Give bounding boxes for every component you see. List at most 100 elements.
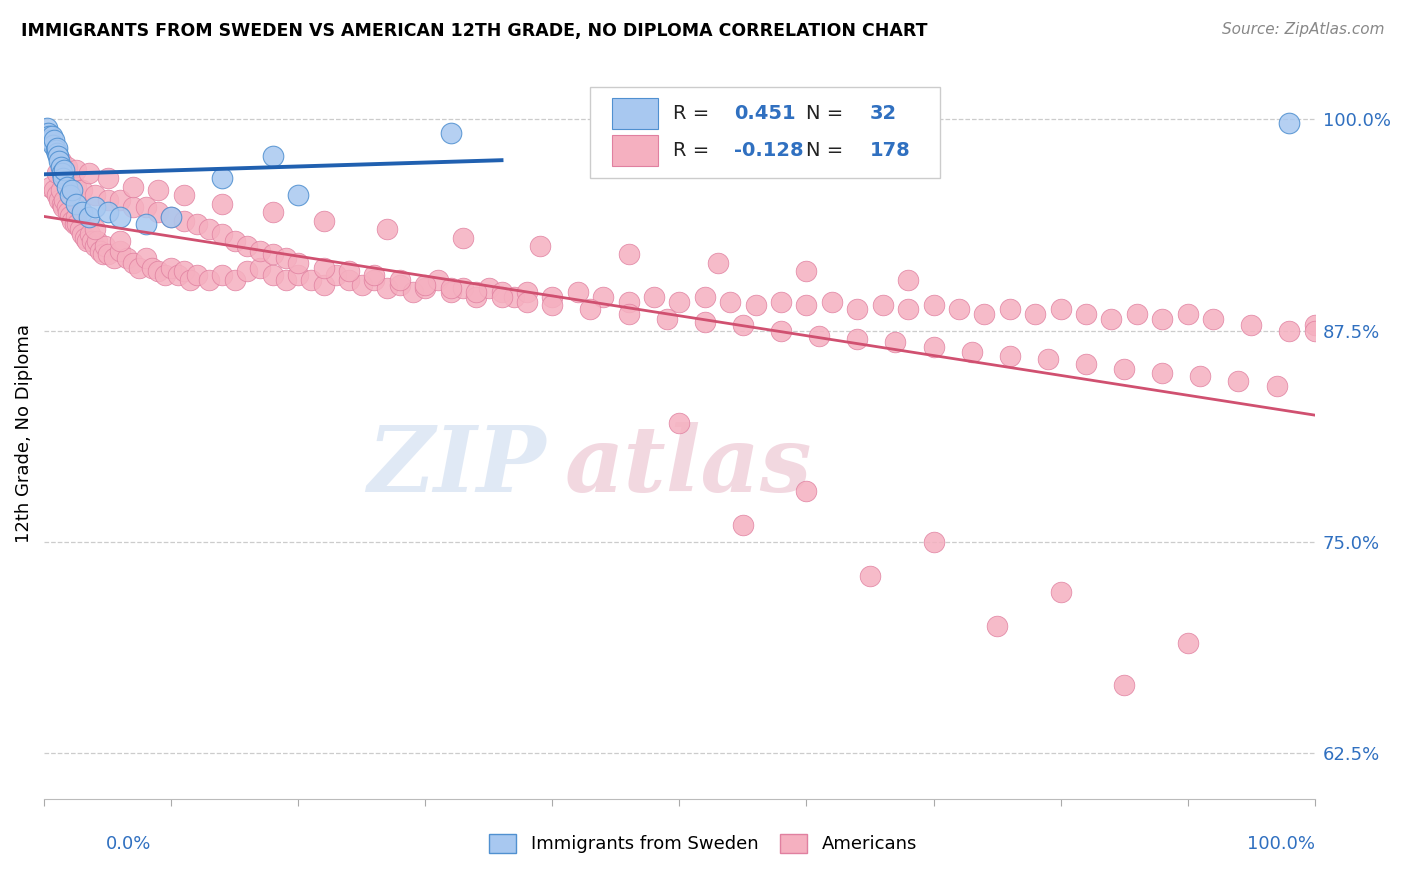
Point (52, 200, 75, 214)
Text: R =: R = (673, 141, 716, 160)
Point (1265, 379, 1288, 393)
Point (211, 171, 233, 186)
Point (58, 209, 80, 223)
Point (70, 227, 93, 242)
Text: 0.451: 0.451 (734, 104, 796, 123)
Point (97, 171, 120, 186)
Point (198, 222, 221, 236)
Point (375, 281, 398, 295)
Point (48, 154, 70, 169)
Point (65, 163, 87, 178)
Point (1036, 352, 1059, 367)
Text: atlas: atlas (565, 422, 813, 511)
Point (1227, 374, 1250, 388)
Point (1177, 307, 1199, 321)
Point (103, 251, 125, 265)
Point (325, 268, 347, 282)
Point (56, 160, 79, 174)
Point (58, 205, 80, 219)
Point (262, 205, 284, 219)
Point (79, 227, 101, 242)
Point (77, 166, 100, 180)
Point (363, 273, 385, 287)
Point (440, 126, 463, 140)
Point (160, 211, 183, 225)
Point (973, 307, 995, 321)
Point (173, 213, 195, 227)
Point (224, 273, 246, 287)
Point (60, 183, 83, 197)
Point (153, 268, 176, 282)
Point (897, 301, 920, 316)
Point (1189, 369, 1212, 384)
Point (274, 273, 297, 287)
Point (94, 239, 117, 253)
Point (53, 163, 76, 178)
Text: 32: 32 (870, 104, 897, 123)
Point (122, 256, 145, 270)
Point (49, 160, 72, 174)
Text: 178: 178 (870, 141, 911, 160)
Point (45, 141, 67, 155)
Point (44, 132, 66, 146)
Point (363, 268, 385, 282)
Legend: Immigrants from Sweden, Americans: Immigrants from Sweden, Americans (482, 827, 924, 861)
Text: 100.0%: 100.0% (1247, 835, 1315, 853)
Point (52, 171, 75, 186)
Point (211, 196, 233, 211)
Point (453, 281, 475, 295)
Point (478, 281, 501, 295)
Point (45, 166, 67, 180)
Point (655, 311, 678, 326)
Point (567, 285, 589, 299)
Point (41, 129, 63, 144)
Point (48, 194, 70, 208)
Point (491, 285, 513, 299)
Point (312, 277, 335, 292)
Point (51, 196, 73, 211)
Point (122, 200, 145, 214)
Point (413, 281, 436, 295)
Point (186, 217, 208, 231)
Point (1303, 324, 1326, 338)
Point (287, 268, 309, 282)
Point (922, 534, 945, 549)
Point (541, 298, 564, 312)
Point (1152, 366, 1174, 380)
Point (42, 137, 65, 152)
Point (1112, 362, 1135, 376)
Point (693, 315, 716, 329)
Point (65, 196, 87, 211)
Point (948, 301, 970, 316)
Point (731, 318, 754, 333)
Point (56, 179, 79, 194)
Point (287, 256, 309, 270)
Point (198, 273, 221, 287)
Point (49, 154, 72, 169)
Point (65, 211, 87, 225)
Point (770, 294, 793, 309)
Text: -0.128: -0.128 (734, 141, 804, 160)
Point (70, 183, 93, 197)
Point (110, 194, 132, 208)
Point (65, 179, 87, 194)
Point (173, 264, 195, 278)
Point (97, 247, 120, 261)
Point (617, 247, 640, 261)
Point (643, 290, 665, 304)
Point (39, 179, 62, 194)
Text: N =: N = (807, 104, 851, 123)
Point (960, 345, 983, 359)
Point (160, 260, 183, 275)
Point (770, 324, 793, 338)
Point (249, 244, 271, 258)
Point (1202, 311, 1225, 326)
Text: IMMIGRANTS FROM SWEDEN VS AMERICAN 12TH GRADE, NO DIPLOMA CORRELATION CHART: IMMIGRANTS FROM SWEDEN VS AMERICAN 12TH … (21, 22, 928, 40)
Point (73, 230, 96, 244)
Point (440, 281, 463, 295)
Point (350, 277, 373, 292)
Point (1049, 301, 1071, 316)
Point (236, 264, 259, 278)
Text: N =: N = (807, 141, 851, 160)
Point (1099, 311, 1122, 326)
